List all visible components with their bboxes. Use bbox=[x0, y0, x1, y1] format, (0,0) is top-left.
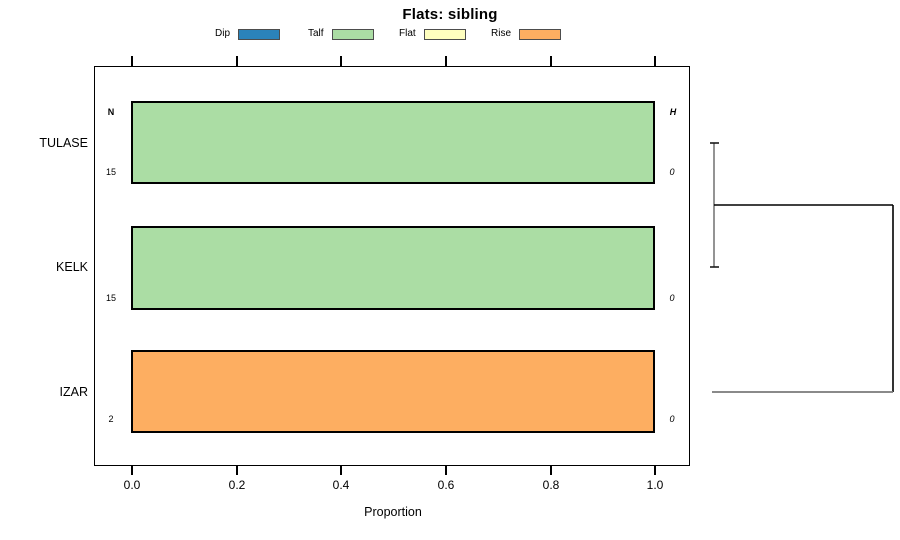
legend-item-dip: Dip bbox=[215, 27, 281, 41]
y-label-tulase: TULASE bbox=[39, 136, 88, 150]
top-tick-0.2 bbox=[236, 56, 238, 66]
x-tick-label-0.0: 0.0 bbox=[123, 478, 141, 492]
bottom-tick-1.0 bbox=[654, 465, 656, 475]
y-label-izar: IZAR bbox=[59, 385, 88, 399]
legend-item-flat: Flat bbox=[399, 27, 466, 41]
h-value-izar: 0 bbox=[669, 414, 675, 424]
bar-izar-rise bbox=[131, 350, 655, 433]
legend-label-talf: Talf bbox=[308, 28, 324, 39]
top-tick-0.6 bbox=[445, 56, 447, 66]
x-tick-label-0.4: 0.4 bbox=[332, 478, 350, 492]
x-tick-label-0.8: 0.8 bbox=[542, 478, 560, 492]
n-value-kelk: 15 bbox=[105, 293, 117, 303]
legend-label-dip: Dip bbox=[215, 28, 231, 39]
h-value-tulase: 0 bbox=[669, 167, 675, 177]
bottom-tick-0.2 bbox=[236, 465, 238, 475]
n-value-tulase: 15 bbox=[105, 167, 117, 177]
legend-item-talf: Talf bbox=[308, 27, 374, 41]
bottom-tick-0.8 bbox=[550, 465, 552, 475]
legend-label-flat: Flat bbox=[399, 28, 416, 39]
bar-kelk-talf bbox=[131, 226, 655, 310]
cluster-dendrogram bbox=[710, 142, 894, 393]
top-tick-0.8 bbox=[550, 56, 552, 66]
top-tick-1.0 bbox=[654, 56, 656, 66]
legend-item-rise: Rise bbox=[491, 27, 562, 41]
x-tick-label-0.2: 0.2 bbox=[228, 478, 246, 492]
y-label-kelk: KELK bbox=[56, 260, 88, 274]
x-tick-label-0.6: 0.6 bbox=[437, 478, 455, 492]
h-column-header: H bbox=[669, 107, 677, 117]
bottom-tick-0.0 bbox=[131, 465, 133, 475]
legend-swatch-flat bbox=[423, 28, 466, 40]
x-axis-title: Proportion bbox=[364, 505, 422, 519]
top-tick-0.4 bbox=[340, 56, 342, 66]
n-value-izar: 2 bbox=[108, 414, 114, 424]
bottom-tick-0.6 bbox=[445, 465, 447, 475]
bottom-tick-0.4 bbox=[340, 465, 342, 475]
bar-tulase-talf bbox=[131, 101, 655, 184]
chart-title: Flats: sibling bbox=[402, 6, 498, 23]
legend-swatch-dip bbox=[238, 28, 281, 40]
legend-swatch-rise bbox=[519, 28, 562, 40]
top-tick-0.0 bbox=[131, 56, 133, 66]
h-value-kelk: 0 bbox=[669, 293, 675, 303]
legend-label-rise: Rise bbox=[491, 28, 512, 39]
x-tick-label-1.0: 1.0 bbox=[646, 478, 664, 492]
legend-swatch-talf bbox=[331, 28, 374, 40]
n-column-header: N bbox=[107, 107, 115, 117]
